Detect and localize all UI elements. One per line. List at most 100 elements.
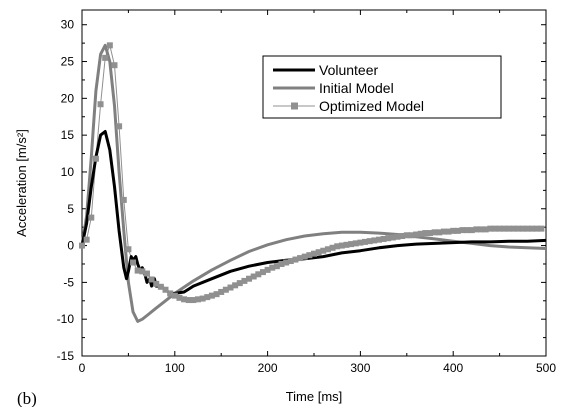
data-point-optimized-model	[88, 214, 95, 221]
data-point-optimized-model	[394, 233, 401, 240]
data-point-optimized-model	[301, 253, 308, 260]
data-point-optimized-model	[533, 225, 540, 232]
data-point-optimized-model	[97, 101, 104, 108]
data-point-optimized-model	[273, 263, 280, 270]
data-point-optimized-model	[408, 232, 415, 239]
data-point-optimized-model	[283, 259, 290, 266]
data-point-optimized-model	[482, 226, 489, 233]
data-point-optimized-model	[139, 268, 146, 275]
x-tick-label: 200	[258, 361, 278, 375]
data-point-optimized-model	[375, 236, 382, 243]
data-point-optimized-model	[324, 246, 331, 253]
data-point-optimized-model	[515, 225, 522, 232]
data-point-optimized-model	[148, 276, 155, 283]
data-point-optimized-model	[208, 292, 215, 299]
data-point-optimized-model	[218, 288, 225, 295]
data-point-optimized-model	[79, 242, 85, 249]
data-point-optimized-model	[120, 196, 127, 203]
data-point-optimized-model	[153, 280, 160, 287]
panel-label: (b)	[17, 389, 37, 407]
data-point-optimized-model	[422, 230, 429, 237]
data-point-optimized-model	[143, 270, 150, 277]
data-point-optimized-model	[125, 246, 132, 253]
data-point-optimized-model	[459, 227, 466, 234]
x-tick-label: 100	[165, 361, 185, 375]
series-line-initial-model	[80, 43, 547, 323]
data-point-optimized-model	[320, 247, 327, 254]
y-tick-label: -15	[57, 349, 75, 363]
y-tick-label: 0	[67, 239, 74, 253]
data-point-optimized-model	[236, 280, 243, 287]
legend-marker	[291, 102, 298, 110]
data-point-optimized-model	[259, 269, 266, 276]
legend-entry: Optimized Model	[319, 98, 424, 114]
data-point-optimized-model	[204, 294, 211, 301]
data-point-optimized-model	[176, 294, 183, 301]
data-point-optimized-model	[111, 62, 118, 69]
data-point-optimized-model	[222, 286, 229, 293]
data-point-optimized-model	[241, 277, 248, 284]
y-axis-label: Acceleration [m/s²]	[14, 129, 29, 237]
data-point-optimized-model	[505, 225, 512, 232]
data-point-optimized-model	[311, 250, 317, 257]
data-point-optimized-model	[445, 228, 452, 235]
data-point-optimized-model	[213, 291, 220, 298]
data-point-optimized-model	[246, 275, 253, 282]
data-point-optimized-model	[190, 297, 197, 304]
data-point-optimized-model	[338, 242, 345, 249]
y-tick-label: 15	[61, 128, 75, 142]
data-point-optimized-model	[181, 296, 188, 303]
data-point-optimized-model	[92, 155, 99, 162]
data-point-optimized-model	[380, 235, 387, 242]
data-point-optimized-model	[232, 282, 239, 289]
x-tick-label: 500	[536, 361, 556, 375]
data-point-optimized-model	[167, 290, 174, 297]
data-point-optimized-model	[255, 271, 262, 278]
data-point-optimized-model	[510, 225, 517, 232]
data-point-optimized-model	[496, 225, 503, 232]
y-tick-label: -5	[63, 275, 74, 289]
data-point-optimized-model	[413, 231, 420, 238]
data-point-optimized-model	[487, 225, 494, 232]
data-point-optimized-model	[450, 227, 457, 234]
data-point-optimized-model	[468, 227, 475, 234]
data-point-optimized-model	[427, 230, 433, 237]
legend-entry: Initial Model	[319, 80, 394, 96]
data-point-optimized-model	[529, 225, 536, 232]
data-point-optimized-model	[278, 260, 285, 267]
y-tick-label: 30	[61, 18, 75, 32]
data-point-optimized-model	[501, 225, 508, 232]
data-point-optimized-model	[83, 236, 90, 243]
data-point-optimized-model	[454, 227, 461, 234]
y-tick-label: 10	[61, 165, 75, 179]
data-point-optimized-model	[287, 258, 294, 265]
data-point-optimized-model	[102, 54, 109, 61]
data-point-optimized-model	[334, 243, 341, 250]
data-point-optimized-model	[157, 283, 164, 290]
data-point-optimized-model	[399, 233, 406, 240]
x-tick-label: 400	[443, 361, 463, 375]
data-point-optimized-model	[352, 240, 359, 247]
data-point-optimized-model	[385, 235, 392, 242]
data-point-optimized-model	[185, 297, 192, 304]
data-point-optimized-model	[473, 226, 480, 233]
data-point-optimized-model	[315, 249, 322, 256]
data-point-optimized-model	[538, 225, 545, 232]
data-point-optimized-model	[362, 238, 369, 245]
series-line-volunteer	[80, 130, 547, 295]
data-point-optimized-model	[436, 229, 443, 236]
data-point-optimized-model	[269, 264, 276, 271]
data-point-optimized-model	[227, 284, 234, 291]
data-point-optimized-model	[306, 252, 313, 259]
y-tick-label: 20	[61, 91, 75, 105]
data-point-optimized-model	[329, 244, 336, 251]
data-point-optimized-model	[134, 267, 141, 274]
data-point-optimized-model	[130, 259, 137, 266]
data-point-optimized-model	[491, 225, 498, 232]
chart-series	[79, 42, 547, 323]
chart-axes: 0 100 200 300 400 500 -15 -10 -5 0 5 10 15 20 25 30	[57, 9, 556, 375]
data-point-optimized-model	[343, 241, 350, 248]
data-point-optimized-model	[195, 296, 201, 303]
data-point-optimized-model	[297, 255, 304, 262]
